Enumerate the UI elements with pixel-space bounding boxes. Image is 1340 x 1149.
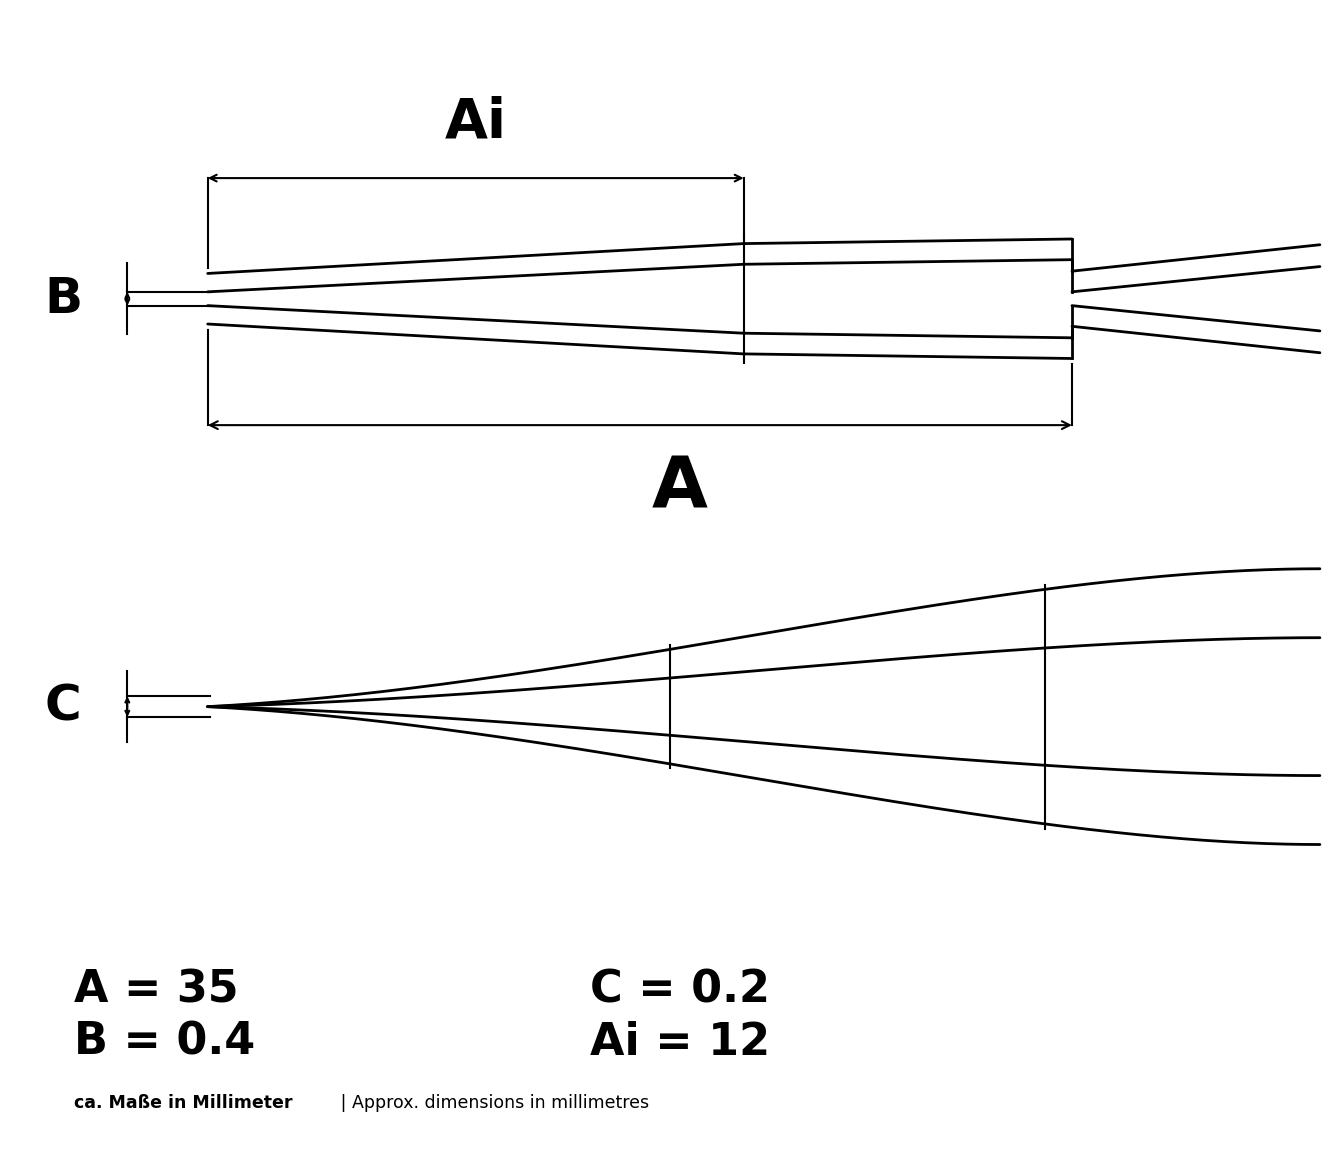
Text: A = 35: A = 35 <box>74 969 239 1012</box>
Text: C = 0.2: C = 0.2 <box>590 969 769 1012</box>
Text: ca. Maße in Millimeter: ca. Maße in Millimeter <box>74 1094 292 1112</box>
Text: C: C <box>44 683 82 731</box>
Text: B = 0.4: B = 0.4 <box>74 1020 255 1064</box>
Text: B: B <box>44 275 82 323</box>
Text: Ai = 12: Ai = 12 <box>590 1020 769 1064</box>
Text: Ai: Ai <box>445 97 507 149</box>
Text: A: A <box>653 454 708 523</box>
Text: | Approx. dimensions in millimetres: | Approx. dimensions in millimetres <box>335 1094 649 1112</box>
